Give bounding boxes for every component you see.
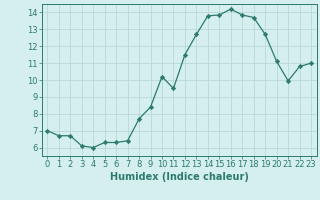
X-axis label: Humidex (Indice chaleur): Humidex (Indice chaleur) [110, 172, 249, 182]
